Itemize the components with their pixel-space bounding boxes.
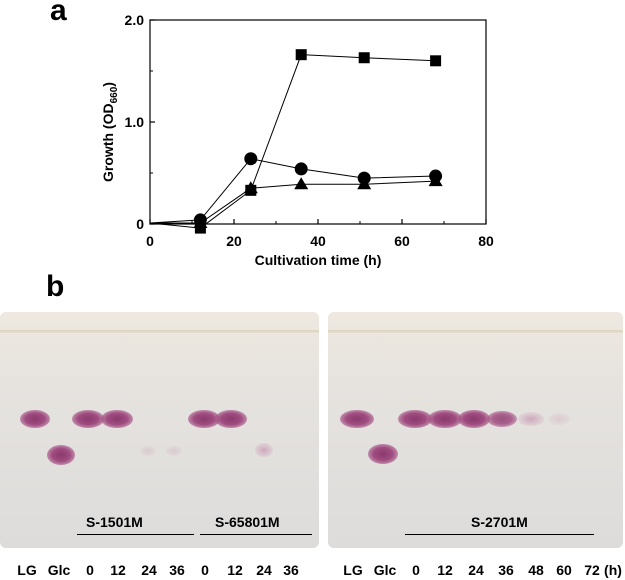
lane-label: 0 [412, 562, 420, 578]
panel-a-letter: a [50, 0, 67, 27]
lane-label: 36 [283, 562, 299, 578]
y-tick-label: 2.0 [125, 12, 145, 28]
lane-label: 12 [227, 562, 243, 578]
marker-square [430, 55, 442, 67]
strain-label-s2701m: S-2701M [471, 514, 528, 530]
lane-label: 12 [110, 562, 126, 578]
strain-label-s1501m: S-1501M [86, 514, 143, 530]
series-line-square [149, 54, 436, 229]
lane-label: 0 [201, 562, 209, 578]
strain-underline-s2701m [405, 534, 594, 535]
spot-s2701m-48h [518, 412, 544, 426]
chart-ticks: 0 20 40 60 80 0 1.0 2.0 [125, 12, 494, 249]
lane-label: Glc [373, 562, 397, 578]
spot-s2701m-60h [548, 413, 570, 425]
marker-triangle [357, 177, 372, 190]
marker-circle [294, 162, 308, 176]
spot-lg [340, 410, 374, 428]
spot-s65801m-12h [215, 410, 247, 428]
marker-square [358, 52, 370, 64]
lane-label: Glc [47, 562, 71, 578]
spot-s2701m-36h [487, 411, 517, 427]
tlc-plate-right [328, 312, 623, 548]
marker-square [194, 222, 206, 234]
y-tick-label: 1.0 [125, 114, 145, 130]
x-tick-label: 60 [394, 233, 410, 249]
x-tick-label: 0 [146, 233, 154, 249]
x-axis-label: Cultivation time (h) [255, 252, 382, 268]
strain-underline-s65801m [200, 534, 312, 535]
spot-s1501m-12h [101, 410, 133, 428]
spot-glc [47, 445, 75, 465]
plot-frame [149, 19, 487, 225]
marker-triangle [193, 215, 208, 228]
x-tick-label: 20 [226, 233, 242, 249]
lane-label: 12 [437, 562, 453, 578]
lane-label: 48 [528, 562, 544, 578]
marker-circle [244, 152, 258, 166]
spot-lg [20, 410, 50, 428]
chart-series-lines [149, 54, 436, 229]
growth-chart: 0 20 40 60 80 0 1.0 2.0 Cultivation time (h) Gr… [100, 12, 494, 268]
lane-label: 0 [86, 562, 94, 578]
y-tick-label: 0 [136, 216, 144, 232]
lane-label: 72 [584, 562, 600, 578]
lane-label: 60 [556, 562, 572, 578]
tlc-plate-left [0, 312, 319, 548]
chart-series-markers [193, 49, 443, 234]
spot-s1501m-24h [140, 446, 156, 456]
chart-axes [149, 19, 487, 225]
marker-triangle [294, 177, 309, 190]
lane-label: 24 [141, 562, 157, 578]
lane-label: LG [343, 562, 363, 578]
series-line-circle [149, 158, 436, 224]
lane-label: 36 [169, 562, 185, 578]
spot-s1501m-0h [72, 410, 104, 428]
lane-label: 24 [468, 562, 484, 578]
marker-triangle [243, 181, 258, 194]
marker-triangle [428, 174, 443, 187]
solvent-front [328, 330, 623, 333]
spot-s65801m-0h [188, 410, 220, 428]
y-axis-label: Growth (OD660) [100, 82, 120, 182]
spot-s2701m-12h [428, 410, 462, 428]
spot-s65801m-24h [255, 443, 273, 457]
x-tick-label: 40 [310, 233, 326, 249]
spot-s2701m-24h [458, 410, 490, 428]
panel-b-letter: b [46, 270, 65, 303]
marker-square [295, 49, 307, 61]
lane-label: LG [17, 562, 37, 578]
spot-s1501m-36h [166, 446, 182, 456]
lane-label: (h) [604, 562, 622, 578]
series-line-triangle [150, 180, 436, 224]
spot-s2701m-0h [398, 410, 432, 428]
lane-label: 24 [256, 562, 272, 578]
spot-glc [368, 444, 398, 464]
lane-label: 36 [498, 562, 514, 578]
strain-underline-s1501m [77, 534, 194, 535]
x-tick-label: 80 [478, 233, 494, 249]
strain-label-s65801m: S-65801M [215, 514, 280, 530]
solvent-front [0, 330, 319, 333]
